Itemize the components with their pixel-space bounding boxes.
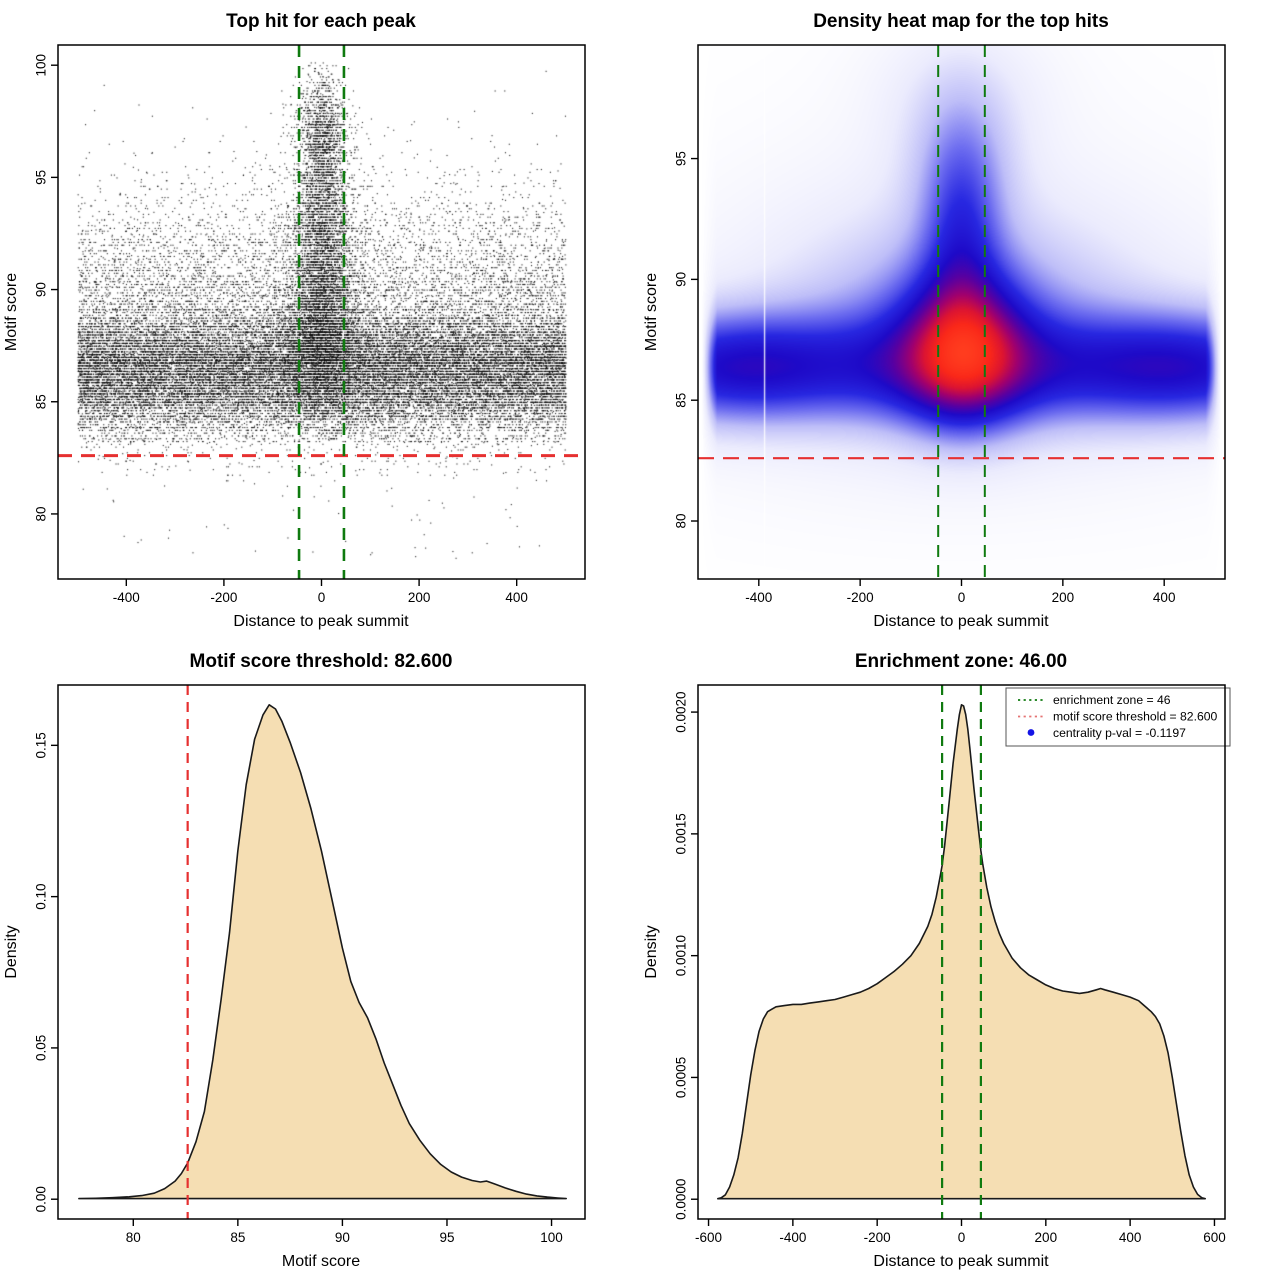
x-tick-label: 200 (408, 590, 431, 605)
x-tick-label: 600 (1203, 1230, 1226, 1245)
plot-border (697, 44, 1226, 580)
y-axis-title: Density (643, 925, 660, 978)
x-tick-label: 400 (505, 590, 528, 605)
y-tick-label: 0.0010 (674, 935, 689, 976)
y-tick-label: 95 (674, 151, 689, 166)
score-density-plot-svg: 80 85 90 95 100 0.00 0.05 0.10 0.15 Motif score … (3, 651, 586, 1270)
x-axis-title: Motif score (282, 1253, 360, 1270)
x-axis-title: Distance to peak summit (873, 1253, 1049, 1270)
x-tick-label: 0 (958, 590, 966, 605)
x-tick-label: 0 (958, 1230, 966, 1245)
y-tick-label: 100 (34, 54, 49, 77)
y-tick-label: 0.0015 (674, 813, 689, 854)
heatmap-plot-svg: -400 -200 0 200 400 80 85 90 95 Density heat map… (643, 11, 1226, 630)
y-tick-label: 90 (34, 282, 49, 297)
legend-box (1005, 687, 1231, 747)
panel-title: Enrichment zone: 46.00 (855, 651, 1067, 672)
y-tick-label: 0.0005 (674, 1057, 689, 1098)
x-tick-label: -200 (864, 1230, 891, 1245)
y-tick-label: 85 (34, 394, 49, 409)
x-tick-label: 80 (126, 1230, 141, 1245)
x-tick-label: -600 (695, 1230, 722, 1245)
y-tick-label: 0.0000 (674, 1179, 689, 1220)
scatter-points-canvas (58, 45, 585, 579)
y-axis-title: Motif score (3, 273, 20, 351)
panel-motif-score-density: 80 85 90 95 100 0.00 0.05 0.10 0.15 Motif score … (0, 640, 640, 1280)
panel-title: Density heat map for the top hits (813, 11, 1109, 32)
x-tick-label: -400 (745, 590, 772, 605)
legend-label: motif score threshold = 82.600 (1053, 710, 1218, 724)
y-tick-label: 85 (674, 393, 689, 408)
x-tick-label: 400 (1119, 1230, 1142, 1245)
y-tick-label: 0.10 (34, 883, 49, 909)
x-tick-label: 200 (1052, 590, 1075, 605)
plot-border (57, 44, 586, 580)
x-tick-label: 100 (540, 1230, 563, 1245)
x-axis-title: Distance to peak summit (873, 613, 1049, 630)
y-axis-title: Motif score (643, 273, 660, 351)
legend: enrichment zone = 46 motif score threshol… (1005, 687, 1231, 747)
panel-title: Top hit for each peak (226, 11, 416, 32)
x-tick-label: -400 (779, 1230, 806, 1245)
y-axis-title: Density (3, 925, 20, 978)
legend-label: enrichment zone = 46 (1053, 693, 1171, 707)
x-tick-label: 90 (335, 1230, 350, 1245)
panel-distance-density: -600 -400 -200 0 200 400 600 0.0000 0.0005 0.0010… (640, 640, 1280, 1280)
y-tick-label: 80 (34, 506, 49, 521)
scatter-plot-svg: -400 -200 0 200 400 80 85 90 95 100 Top hit for e… (3, 11, 586, 630)
x-tick-label: -200 (847, 590, 874, 605)
x-tick-label: -400 (113, 590, 140, 605)
x-tick-label: 85 (230, 1230, 245, 1245)
x-axis-title: Distance to peak summit (233, 613, 409, 630)
distance-density-plot-svg: -600 -400 -200 0 200 400 600 0.0000 0.0005 0.0010… (643, 651, 1231, 1270)
plot-border (697, 684, 1226, 1220)
y-tick-label: 0.15 (34, 732, 49, 758)
heatmap-canvas (698, 45, 1225, 579)
y-tick-label: 0.0020 (674, 691, 689, 732)
legend-label: centrality p-val = -0.1197 (1053, 726, 1186, 740)
y-tick-label: 95 (34, 170, 49, 185)
y-tick-label: 80 (674, 513, 689, 528)
legend-key-point (1027, 729, 1035, 736)
density-curve (717, 704, 1206, 1200)
density-curve (78, 704, 567, 1200)
x-tick-label: 400 (1153, 590, 1176, 605)
plot-border (57, 684, 586, 1220)
x-tick-label: -200 (210, 590, 237, 605)
y-tick-label: 0.05 (34, 1035, 49, 1061)
x-tick-label: 95 (439, 1230, 454, 1245)
x-tick-label: 200 (1035, 1230, 1058, 1245)
panel-title: Motif score threshold: 82.600 (190, 651, 453, 672)
x-tick-label: 0 (318, 590, 326, 605)
y-tick-label: 90 (674, 272, 689, 287)
panel-top-hit-scatter: -400 -200 0 200 400 80 85 90 95 100 Top hit for e… (0, 0, 640, 640)
y-tick-label: 0.00 (34, 1186, 49, 1212)
panel-density-heatmap: -400 -200 0 200 400 80 85 90 95 Density heat map… (640, 0, 1280, 640)
